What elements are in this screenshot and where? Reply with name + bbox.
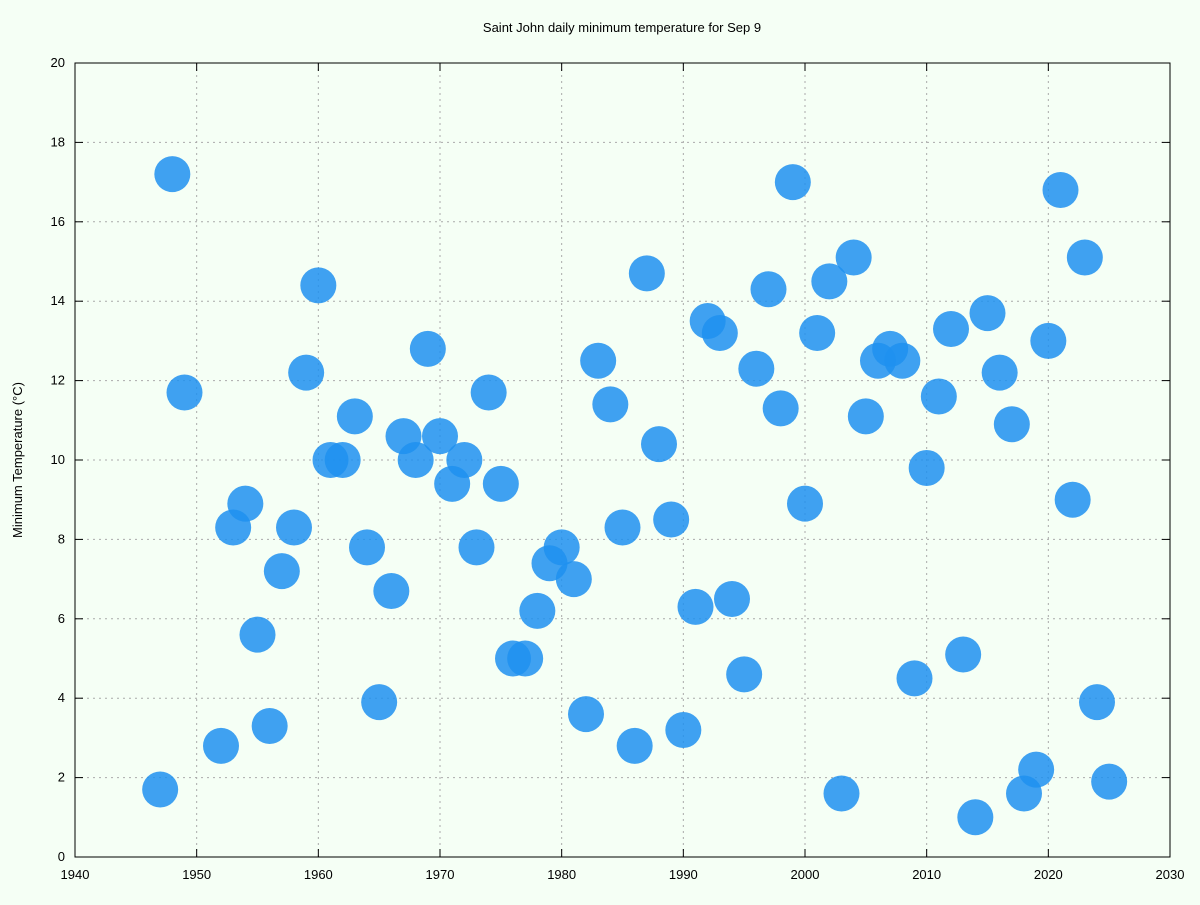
point	[263, 553, 300, 590]
point	[1030, 322, 1067, 359]
point	[142, 771, 179, 808]
point	[446, 442, 483, 478]
point	[543, 529, 580, 566]
y-tick-label: 4	[58, 690, 65, 705]
point	[957, 799, 994, 836]
point	[981, 354, 1018, 391]
point	[300, 267, 337, 304]
point	[592, 386, 629, 423]
y-tick-label: 20	[51, 55, 65, 70]
point	[203, 727, 239, 764]
x-tick-label: 1970	[426, 867, 455, 882]
point	[251, 707, 288, 744]
point	[373, 573, 410, 610]
x-tick-label: 1990	[669, 867, 698, 882]
point	[750, 271, 787, 308]
point	[799, 314, 836, 351]
point	[349, 529, 385, 566]
point	[1042, 172, 1079, 209]
y-tick-label: 0	[58, 849, 65, 864]
point	[908, 449, 945, 486]
point	[738, 350, 775, 387]
y-tick-label: 16	[51, 214, 65, 229]
point	[519, 592, 556, 629]
x-tick-label: 2020	[1034, 867, 1063, 882]
point	[1091, 763, 1128, 800]
point	[458, 529, 495, 566]
point	[665, 711, 702, 748]
point	[324, 442, 361, 478]
x-tick-label: 1950	[182, 867, 211, 882]
x-tick-label: 2000	[791, 867, 820, 882]
point	[361, 684, 398, 721]
point	[714, 580, 750, 617]
point	[835, 239, 872, 276]
point	[1079, 684, 1115, 721]
point	[568, 696, 604, 733]
point	[1054, 481, 1091, 518]
point	[884, 342, 921, 379]
point	[336, 398, 373, 435]
point	[628, 255, 665, 292]
y-tick-label: 10	[51, 452, 65, 467]
point	[762, 390, 799, 427]
point	[1066, 239, 1103, 276]
plot-frame	[74, 62, 1171, 858]
point	[227, 485, 264, 522]
point	[969, 295, 1006, 332]
x-tick-label: 2010	[912, 867, 941, 882]
x-tick-label: 1940	[61, 867, 90, 882]
y-tick-label: 2	[58, 770, 65, 785]
point	[409, 330, 446, 367]
y-tick-label: 12	[51, 373, 65, 388]
point	[811, 263, 848, 300]
point	[470, 374, 507, 411]
point	[239, 616, 276, 653]
point	[166, 374, 203, 411]
point	[945, 636, 982, 673]
x-tick-label: 2030	[1156, 867, 1185, 882]
y-axis-label: Minimum Temperature (°C)	[10, 382, 25, 538]
point	[993, 406, 1030, 443]
y-tick-label: 14	[51, 293, 65, 308]
point	[288, 354, 325, 391]
y-tick-label: 6	[58, 611, 65, 626]
y-tick-label: 18	[51, 134, 65, 149]
point	[787, 485, 823, 522]
x-tick-label: 1980	[547, 867, 576, 882]
point	[774, 164, 811, 201]
point	[920, 378, 957, 415]
point	[1018, 751, 1055, 788]
point	[896, 660, 933, 697]
point	[507, 640, 544, 677]
point	[422, 418, 458, 455]
point	[641, 426, 677, 463]
point	[616, 727, 653, 764]
point	[580, 342, 617, 379]
point	[701, 314, 738, 351]
point	[726, 656, 763, 693]
point	[482, 465, 519, 502]
y-tick-label: 8	[58, 531, 65, 546]
point	[604, 509, 641, 546]
point	[555, 561, 592, 598]
point	[823, 775, 860, 812]
point	[653, 501, 690, 538]
point	[276, 509, 312, 546]
point	[154, 156, 191, 193]
point	[933, 310, 969, 347]
point	[397, 442, 434, 478]
point	[677, 588, 714, 625]
chart-title: Saint John daily minimum temperature for…	[483, 20, 761, 35]
point	[847, 398, 884, 435]
x-tick-label: 1960	[304, 867, 333, 882]
